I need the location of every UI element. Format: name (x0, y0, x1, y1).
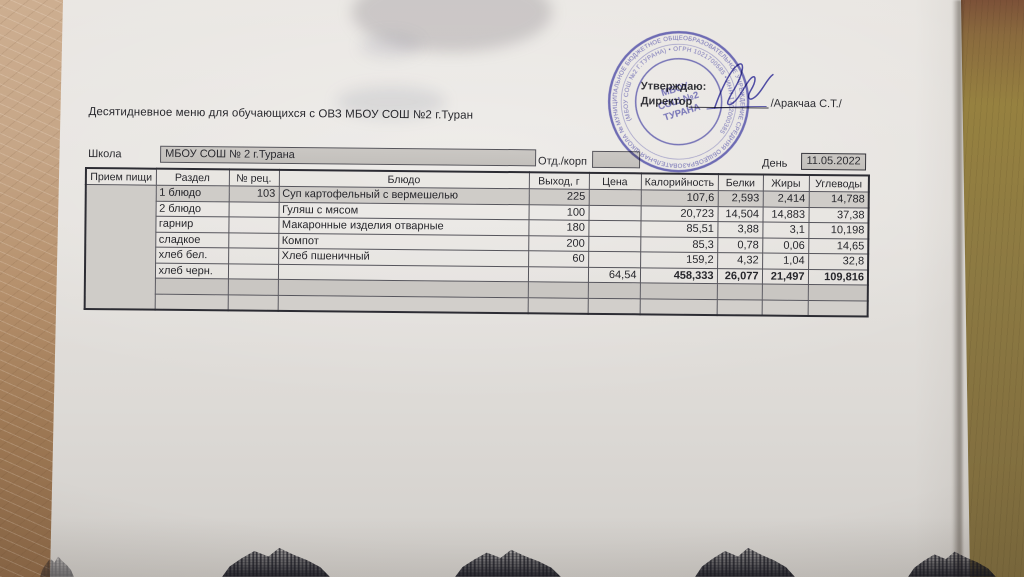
cell-kcal: 458,333 (639, 267, 718, 284)
cell-price (588, 189, 641, 206)
cell-price (588, 220, 641, 237)
cell-rec (228, 201, 279, 218)
school-label: Школа (88, 148, 122, 161)
cell-razdel: 2 блюдо (155, 200, 229, 217)
column-header: № рец. (228, 169, 279, 187)
cell-protein: 4,32 (717, 252, 763, 269)
cell-kcal: 85,51 (640, 220, 718, 238)
cell-razdel: хлеб черн. (154, 262, 229, 279)
cell-carbs (807, 299, 868, 317)
cell-rec (228, 216, 279, 233)
column-header: Белки (717, 174, 763, 192)
cell-out: 60 (528, 250, 589, 267)
cell-protein (716, 299, 762, 316)
cell-razdel: хлеб бел. (155, 247, 229, 264)
day-value-box: 11.05.2022 (801, 152, 867, 171)
cell-price: 64,54 (587, 266, 641, 283)
column-header: Выход, г (528, 172, 589, 190)
cell-kcal: 159,2 (640, 251, 718, 269)
cell-razdel (154, 293, 228, 311)
cell-fat: 14,883 (762, 206, 809, 223)
cell-carbs: 37,38 (808, 206, 869, 224)
cell-rec (227, 278, 278, 295)
cell-rec (228, 232, 279, 249)
cell-carbs: 14,65 (808, 237, 869, 255)
cell-fat: 2,414 (762, 191, 809, 207)
cell-razdel (154, 278, 228, 295)
paper-edge-shadow (952, 0, 963, 577)
school-value-box: МБОУ СОШ № 2 г.Турана (160, 145, 537, 167)
menu-table-body: 1 блюдо 103 Суп картофельный с вермешелью 2… (84, 184, 869, 317)
cell-razdel: гарнир (155, 216, 229, 233)
cell-out (527, 281, 588, 298)
cell-rec (227, 263, 279, 280)
cell-razdel: 1 блюдо (155, 185, 229, 202)
cell-price (587, 297, 640, 315)
cell-kcal: 85,3 (640, 236, 718, 253)
signature-ink (706, 63, 774, 110)
cell-fat (761, 299, 808, 316)
cell-out (527, 266, 589, 283)
cell-protein: 2,593 (717, 190, 763, 207)
column-header: Углеводы (808, 174, 869, 193)
menu-table: Прием пищи Раздел № рец. Блюдо Выход, г Цена К… (83, 167, 870, 318)
cell-kcal: 20,723 (640, 205, 718, 222)
column-header: Цена (588, 172, 641, 190)
page-title: Десятидневное меню для обучающихся с ОВЗ… (88, 106, 474, 122)
cell-carbs: 109,816 (807, 268, 869, 286)
cell-out: 180 (528, 219, 589, 236)
cell-out: 225 (528, 188, 589, 205)
cell-kcal (639, 282, 717, 300)
column-header: Прием пищи (85, 168, 156, 186)
cell-kcal: 107,6 (640, 189, 718, 207)
cell-carbs (807, 284, 868, 301)
cell-out: 200 (528, 235, 589, 252)
dept-label: Отд./корп (538, 155, 588, 168)
cell-protein: 26,077 (716, 268, 763, 285)
cell-out: 100 (528, 204, 589, 221)
cell-price (587, 282, 640, 299)
column-header: Жиры (762, 174, 809, 192)
cell-carbs: 32,8 (808, 253, 869, 270)
column-header: Раздел (155, 168, 229, 186)
bleed-through-mark (360, 34, 420, 58)
column-header: Калорийность (640, 173, 718, 191)
cell-kcal (639, 298, 717, 316)
bleed-through-mark (336, 86, 446, 118)
cell-razdel: сладкое (155, 231, 229, 248)
cell-rec (227, 294, 278, 311)
cell-protein: 3,88 (717, 221, 763, 238)
cell-protein (716, 283, 762, 300)
cell-rec: 103 (228, 185, 279, 202)
cell-carbs: 10,198 (808, 222, 869, 239)
cell-fat (761, 284, 808, 300)
cell-dish (277, 294, 528, 314)
cell-protein: 14,504 (717, 206, 763, 223)
cell-price (588, 251, 641, 268)
cell-out (527, 297, 588, 314)
cell-fat: 21,497 (761, 268, 809, 285)
cell-price (588, 204, 641, 221)
cell-fat: 0,06 (762, 237, 809, 254)
cell-fat: 3,1 (762, 222, 809, 238)
cell-protein: 0,78 (717, 237, 763, 254)
day-label: День (762, 157, 788, 170)
cell-carbs: 14,788 (808, 191, 869, 208)
cell-rec (228, 247, 279, 264)
cell-fat: 1,04 (762, 253, 809, 269)
cell-price (588, 235, 641, 252)
meal-cell (84, 184, 156, 310)
